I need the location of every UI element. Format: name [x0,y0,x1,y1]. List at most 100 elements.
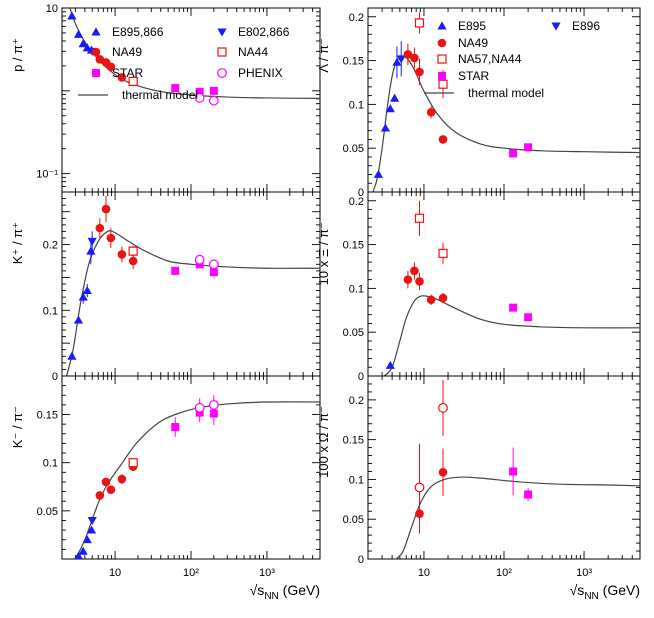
y-axis-title: K⁺ / π⁺ [10,222,25,264]
data-point [67,351,77,360]
plot-frame [367,191,641,377]
plot-frame [367,7,641,193]
data-point [208,399,219,410]
y-tick-label: 10⁻¹ [36,169,58,181]
thermal-model-curve [395,476,640,559]
data-point [438,467,448,477]
legend-marker [217,28,227,37]
y-tick-label: 0.15 [37,410,58,422]
series-star [509,447,533,501]
data-point [117,73,127,82]
series-star [509,303,533,322]
x-tick-label: 10² [183,567,199,579]
x-tick-label: 10 [418,567,430,579]
series-na49 [403,43,448,144]
data-point [106,485,116,494]
legend-marker [91,47,101,57]
data-point [380,123,391,132]
data-point [128,458,138,468]
data-point [82,285,92,295]
data-point [208,259,219,270]
thermal-model-curve [372,55,640,192]
data-point [438,402,448,413]
plot-area [74,395,320,559]
data-point [101,204,111,214]
legend-label: NA49 [112,45,142,59]
legend-marker [217,47,227,57]
legend-label: NA57,NA44 [458,52,522,66]
series-e802-866 [87,231,97,252]
data-point [509,467,518,476]
data-point [403,275,413,284]
data-point [106,233,116,243]
y-tick-label: 0.05 [343,514,364,526]
series-star [171,84,218,96]
data-point [73,29,84,38]
series-e895-866 [74,525,97,559]
data-point [117,250,127,259]
y-tick-label: 0.1 [349,99,364,111]
panel-omega_pi: 0 0.05 0.1 0.15 0.2 100 x Ω / π⁻ 10 10² 10³ √sNN … [316,375,641,602]
data-point [87,237,97,246]
plot-frame [367,375,641,560]
panel-kplus_pi: 0 0.1 0.2 K⁺ / π⁺ [10,191,321,383]
data-point [101,477,111,487]
data-point [426,107,436,117]
data-point [410,53,419,63]
y-tick-label: 0.15 [343,56,364,68]
data-point [396,55,406,64]
y-axis-title: K⁻ / π⁻ [10,406,25,448]
x-tick-label: 10³ [259,567,275,579]
data-point [194,402,205,413]
panel-lambda_pi: 0 0.05 0.1 0.15 0.2 Λ / π⁻ E895 E896 NA49 NA57,NA… [316,7,641,199]
data-point [414,482,425,493]
legend-label: PHENIX [238,66,283,80]
data-point [82,535,92,544]
legend-marker [92,69,100,77]
legend-label: E896 [572,19,600,33]
y-tick-label: 0.2 [349,196,364,208]
y-tick-label: 0 [358,187,364,199]
series-e802-866 [87,517,97,526]
plot-area [383,200,640,376]
plot-area [395,379,640,559]
legend: E895 E896 NA49 NA57,NA44 STAR thermal model [424,19,600,100]
data-point [67,11,77,20]
data-point [194,93,205,103]
series-e895 [385,360,395,369]
series-phenix [194,395,219,418]
series-phenix [194,254,219,270]
series-star [509,143,533,158]
x-tick-label: 10 [109,567,121,579]
panel-kminus_pi: 0.05 0.1 0.15 K⁻ / π⁻ 10 10² 10³ √sNN (GeV) [10,375,321,602]
data-point [438,248,448,258]
y-tick-label: 0.1 [349,283,364,295]
series-na49 [403,262,448,306]
legend-marker [217,68,227,78]
data-point [128,256,138,266]
data-point [392,57,402,66]
series-e895-866 [67,238,96,360]
legend-label: thermal model [122,88,198,102]
data-point [373,169,384,178]
plot-frame [61,191,321,377]
data-point [117,474,127,484]
legend-marker [438,72,446,80]
data-point [87,517,97,526]
legend-marker [551,22,561,31]
data-point [385,360,395,369]
data-point [78,546,88,555]
data-point [86,246,96,255]
y-tick-label: 0 [358,371,364,383]
data-point [415,277,424,286]
data-point [195,87,204,96]
y-tick-label: 0.2 [349,12,364,24]
y-tick-label: 0.05 [343,327,364,339]
series-na44 [128,76,138,86]
x-axis-title: √sNN (GeV) [570,582,640,602]
data-point [171,84,180,93]
panel-p_pi: 10 10⁻¹ p / π⁺ E895,866 E802,866 NA49 NA44 STAR… [10,3,321,193]
legend: E895,866 E802,866 NA49 NA44 STAR PHENIX therma… [78,25,290,102]
legend-label: STAR [458,69,489,83]
